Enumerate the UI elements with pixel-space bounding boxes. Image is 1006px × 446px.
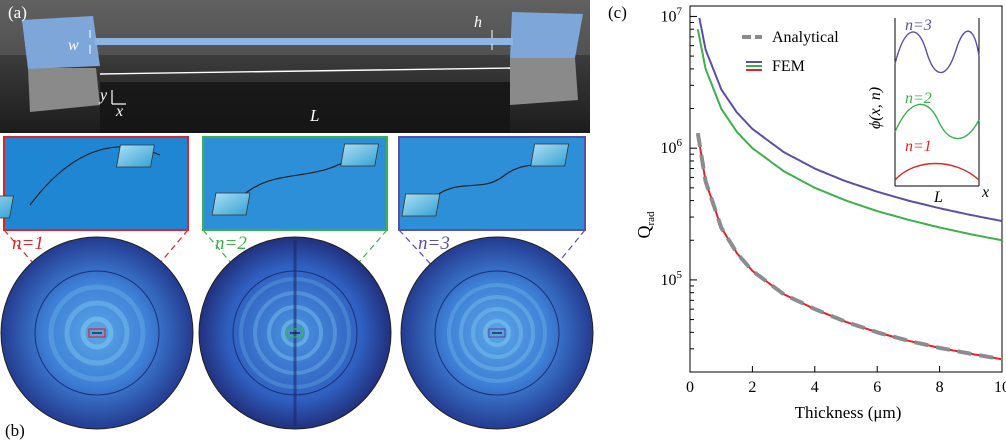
ripple-n3 (483, 319, 511, 347)
panel-b: n=1 n=2 n=3 (b) (0, 136, 594, 440)
ripple-n1 (64, 300, 130, 366)
zoom-box-n2 (286, 328, 304, 338)
inset-label-n2: n=2 (905, 90, 932, 107)
ripple-n3 (471, 307, 523, 359)
x-tick-label: 6 (873, 379, 881, 396)
inset-L-label: L (933, 189, 943, 206)
h-label: h (474, 14, 482, 31)
inset-x-label: x (981, 184, 989, 201)
disk-inner-n3 (434, 270, 560, 396)
left-pad (22, 16, 100, 69)
anchor-left-n1 (0, 195, 14, 219)
plot-frame (689, 5, 1003, 373)
y-tick-label: 105 (661, 269, 683, 289)
disk-inner-n1 (34, 270, 160, 396)
anchor-right-n1 (116, 144, 155, 168)
series-line-3 (695, 132, 1002, 362)
panel-c: (c) 0 2 4 6 8 10 105 106 107 Thickness (μm) Qra… (608, 3, 1006, 422)
inset-y-label: ϕ(x, n) (867, 87, 884, 129)
anchor-left-n3 (401, 193, 441, 217)
inset-bg (884, 14, 994, 186)
y-tick-label: 107 (661, 5, 683, 25)
anchor-right-n2 (340, 143, 380, 167)
inset-label-n1: n=1 (905, 138, 932, 155)
anchor-right-n3 (530, 143, 570, 167)
x-tick-label: 10 (994, 379, 1006, 396)
inset-curve-n2 (894, 103, 980, 140)
sem-trench (100, 82, 510, 133)
series-line-1 (696, 29, 1002, 242)
mode-box-n1 (0, 136, 189, 231)
legend-fem-label: FEM (772, 58, 805, 75)
field-disk-n2 (198, 236, 392, 430)
zoom-box-n3 (488, 328, 506, 338)
legend: Analytical FEM (742, 29, 839, 75)
y-tick-label: 106 (661, 137, 683, 157)
series-line-0 (698, 18, 1002, 222)
field-disk-n1 (0, 236, 194, 430)
series-group (695, 18, 1002, 362)
y-label: y (98, 87, 108, 104)
left-pillar (28, 68, 100, 112)
ripple-n1 (48, 284, 146, 382)
inset-label-n3: n=3 (905, 17, 932, 34)
L-label: L (309, 106, 319, 125)
field-disk-n3 (400, 236, 594, 430)
mode-label-n2: n=2 (215, 233, 247, 254)
x-label: x (115, 103, 123, 120)
panel-a: (a) w h L y x (0, 0, 590, 133)
panel-b-label: (b) (5, 421, 25, 440)
ripple-n1 (80, 316, 114, 350)
panel-a-label: (a) (8, 3, 27, 22)
x-ticks: 0 2 4 6 8 10 (686, 366, 1006, 396)
right-pad (510, 12, 583, 58)
inset-curve-n1 (894, 162, 980, 181)
x-tick-label: 8 (936, 379, 944, 396)
legend-analytical-label: Analytical (772, 29, 839, 46)
x-tick-label: 4 (811, 379, 819, 396)
y-ticks: 105 106 107 (661, 5, 697, 373)
mode-box-n2 (202, 136, 388, 231)
right-pillar (510, 58, 578, 105)
x-tick-label: 0 (686, 379, 694, 396)
ripple-n3 (459, 295, 535, 371)
panel-c-label: (c) (608, 3, 627, 22)
beam (95, 38, 513, 45)
mode-label-n3: n=3 (418, 233, 450, 254)
x-axis-title: Thickness (μm) (795, 403, 902, 422)
zoom-box-n1 (88, 328, 106, 338)
length-line (99, 67, 511, 75)
mode-frame-n1 (3, 136, 189, 231)
anchor-left-n2 (211, 192, 251, 216)
inset-curve-n3 (894, 30, 980, 74)
x-tick-label: 2 (748, 379, 756, 396)
mode-box-n3 (398, 136, 586, 231)
ripple-n3 (447, 283, 547, 383)
y-axis-title-main: Qrad (634, 211, 657, 239)
mode-label-n1: n=1 (12, 233, 44, 254)
inset: n=3 n=2 n=1 ϕ(x, n) L x (867, 14, 994, 206)
y-axis-title: Qrad (634, 211, 657, 239)
w-label: w (68, 37, 79, 54)
